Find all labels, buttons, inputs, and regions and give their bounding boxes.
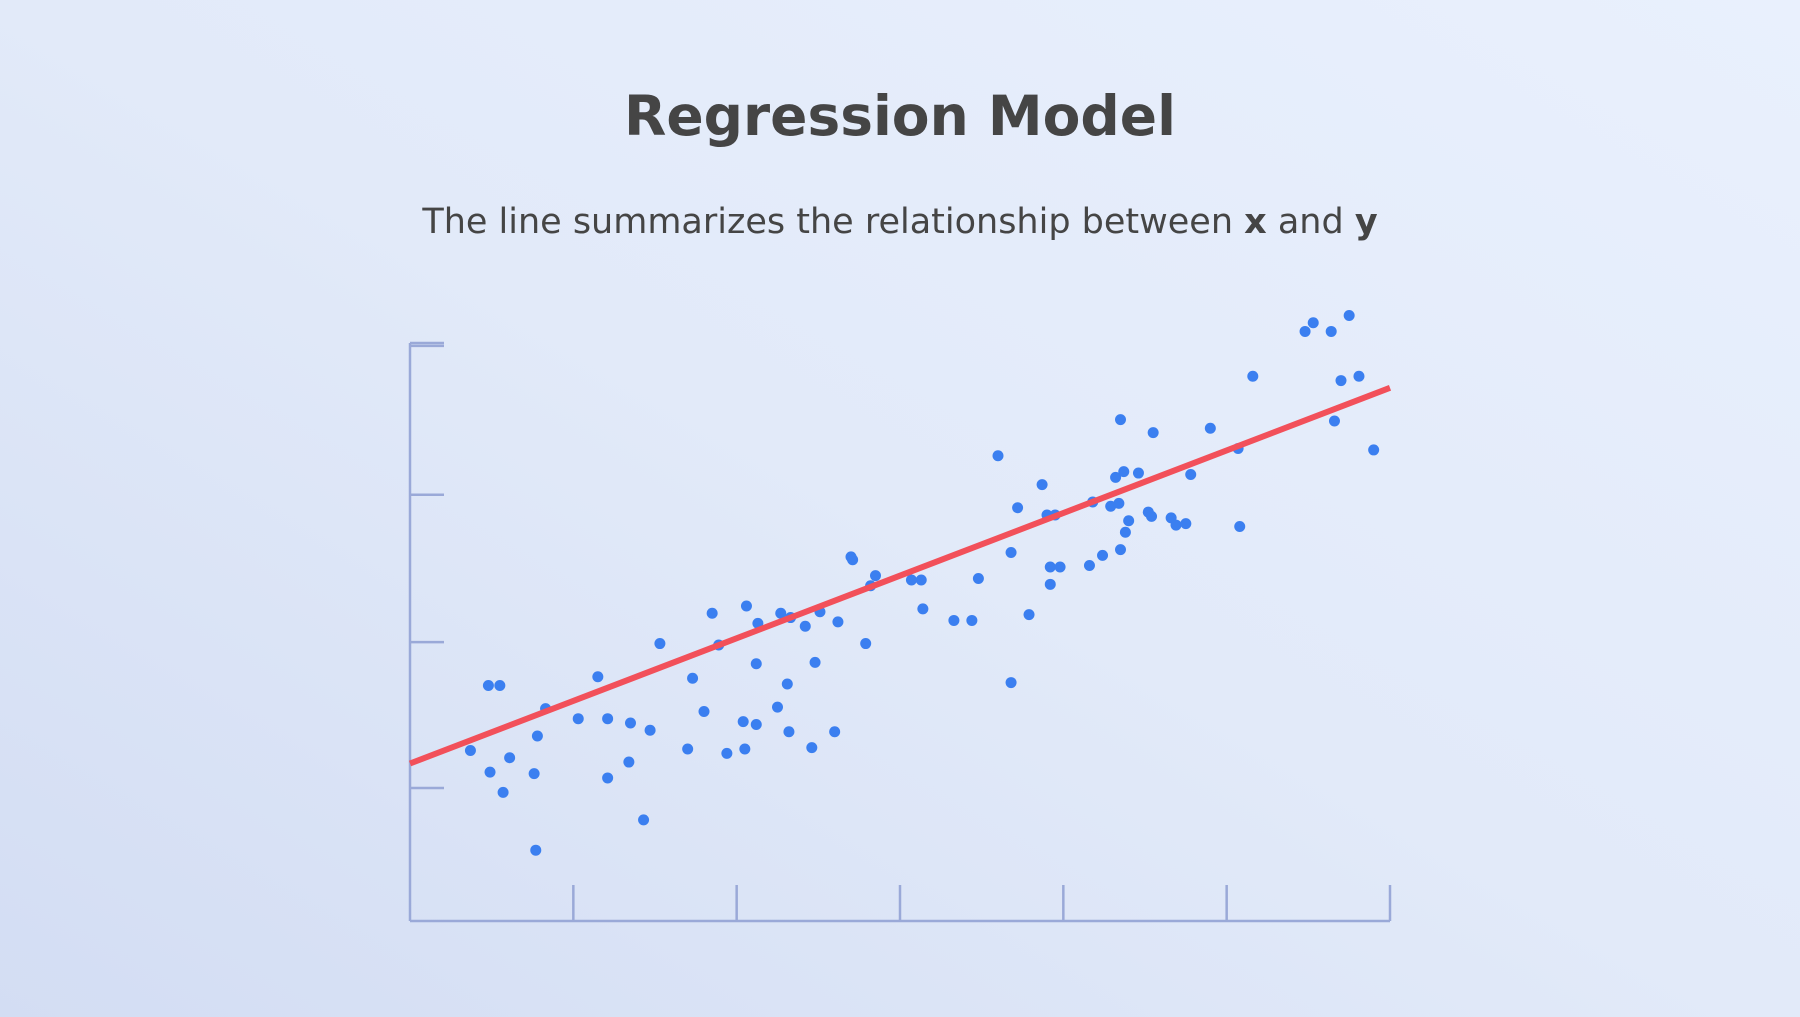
data-point-13 <box>602 713 614 725</box>
subtitle-var-x: x <box>1244 202 1267 242</box>
data-point-92 <box>1343 310 1355 322</box>
data-point-62 <box>1044 578 1056 590</box>
data-point-12 <box>592 671 604 683</box>
data-point-38 <box>806 742 818 754</box>
data-point-21 <box>687 672 699 684</box>
data-point-89 <box>1307 317 1319 329</box>
data-point-44 <box>847 554 859 566</box>
regression-line <box>408 384 1392 767</box>
data-point-23 <box>706 607 718 619</box>
data-point-19 <box>654 638 666 650</box>
data-point-52 <box>966 614 978 626</box>
chart-subtitle: The line summarizes the relationship bet… <box>0 198 1800 246</box>
data-point-74 <box>1119 526 1131 538</box>
data-point-3 <box>494 679 506 691</box>
data-point-32 <box>772 701 783 713</box>
data-point-8 <box>531 730 543 742</box>
data-point-39 <box>809 656 821 668</box>
data-point-48 <box>905 574 917 586</box>
data-point-65 <box>1083 560 1095 572</box>
data-point-25 <box>721 747 733 759</box>
data-point-73 <box>1118 466 1130 478</box>
data-point-6 <box>484 766 496 778</box>
data-point-54 <box>992 450 1004 462</box>
data-point-53 <box>972 573 984 585</box>
data-point-75 <box>1123 515 1135 527</box>
data-point-64 <box>1054 561 1066 573</box>
subtitle-var-y: y <box>1354 202 1378 242</box>
data-point-51 <box>948 614 960 626</box>
data-point-7 <box>528 768 540 780</box>
data-point-81 <box>1170 519 1182 531</box>
subtitle-text-before: The line summarizes the relationship bet… <box>422 202 1245 242</box>
data-point-76 <box>1132 467 1144 479</box>
data-point-17 <box>638 814 650 826</box>
data-point-18 <box>644 724 656 736</box>
data-point-33 <box>775 607 787 619</box>
data-point-11 <box>572 713 584 725</box>
data-point-91 <box>1335 375 1347 387</box>
subtitle-text-between: and <box>1266 202 1355 242</box>
data-point-15 <box>623 756 635 768</box>
data-point-79 <box>1147 427 1159 439</box>
data-point-20 <box>682 743 694 755</box>
data-point-26 <box>737 716 749 728</box>
data-points <box>464 310 1380 856</box>
data-point-86 <box>1234 521 1246 533</box>
data-point-84 <box>1204 422 1216 434</box>
data-point-41 <box>829 726 841 738</box>
data-point-16 <box>625 717 636 729</box>
data-point-71 <box>1115 414 1126 426</box>
data-point-58 <box>1023 609 1035 621</box>
data-point-50 <box>917 603 929 615</box>
data-point-35 <box>783 726 795 738</box>
data-point-4 <box>497 786 509 798</box>
data-point-57 <box>1012 502 1024 514</box>
data-point-59 <box>1036 479 1048 491</box>
data-point-56 <box>1005 677 1017 689</box>
data-point-61 <box>1044 561 1056 573</box>
data-point-5 <box>504 752 516 764</box>
data-point-34 <box>781 678 793 690</box>
data-point-49 <box>915 574 927 586</box>
data-point-10 <box>530 844 542 856</box>
chart-axes <box>408 341 1392 923</box>
data-point-93 <box>1328 415 1340 427</box>
data-point-22 <box>698 705 710 717</box>
data-point-31 <box>750 658 762 670</box>
data-point-1 <box>464 744 476 756</box>
data-point-94 <box>1353 370 1365 382</box>
regression-line-group <box>408 384 1392 767</box>
data-point-82 <box>1180 518 1192 530</box>
data-point-55 <box>1005 547 1017 559</box>
data-point-45 <box>860 638 872 650</box>
data-point-90 <box>1325 325 1337 337</box>
data-point-27 <box>739 743 751 755</box>
data-point-47 <box>870 570 881 582</box>
data-point-42 <box>832 616 844 628</box>
data-point-72 <box>1115 544 1126 556</box>
data-point-29 <box>750 718 762 730</box>
data-point-2 <box>482 679 494 691</box>
data-point-78 <box>1146 510 1158 522</box>
data-point-87 <box>1247 370 1259 382</box>
chart-title: Regression Model <box>624 84 1176 148</box>
data-point-83 <box>1185 468 1197 480</box>
data-point-95 <box>1368 444 1380 456</box>
data-point-67 <box>1097 549 1109 561</box>
data-point-28 <box>740 600 752 612</box>
data-point-37 <box>799 620 811 632</box>
data-point-88 <box>1299 325 1311 337</box>
data-point-14 <box>602 772 614 784</box>
data-point-69 <box>1110 471 1122 483</box>
data-point-70 <box>1113 497 1125 509</box>
